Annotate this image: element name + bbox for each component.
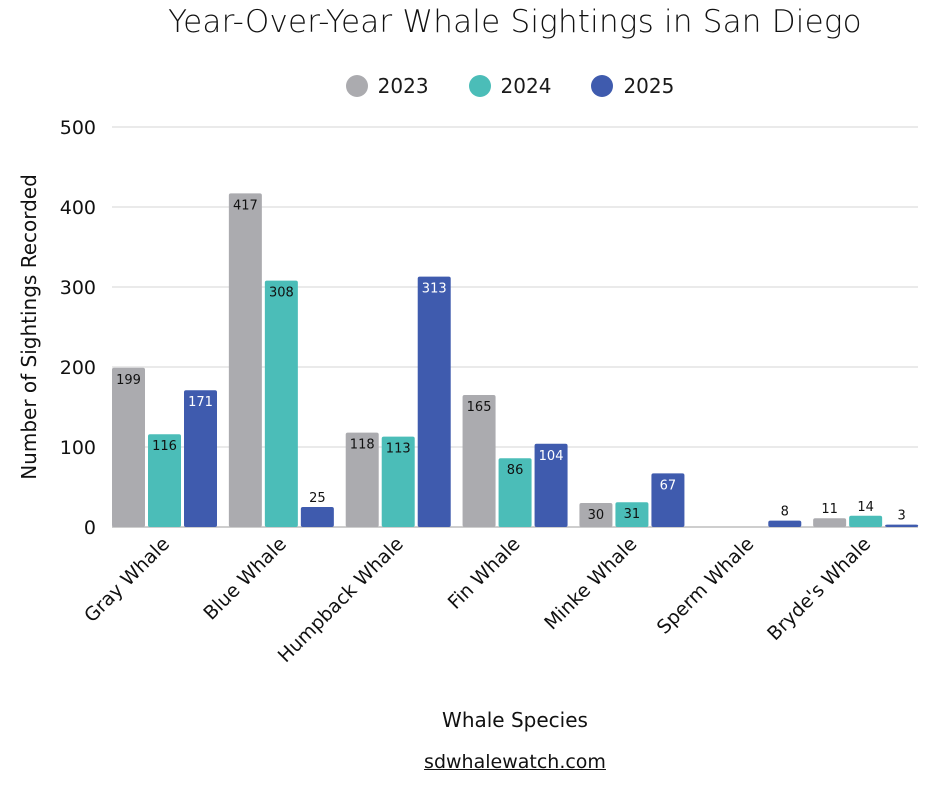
bar-2023[interactable] [462,395,496,527]
x-tick-label: Fin Whale [444,533,525,614]
value-label: 171 [188,395,213,410]
bar-2023[interactable] [345,432,379,527]
value-label: 8 [781,505,789,520]
legend-swatch-2023 [345,75,368,97]
value-label: 165 [467,400,492,415]
legend-swatch-2024 [468,75,491,97]
x-tick-label: Bryde's Whale [763,533,875,645]
legend-item-2024[interactable]: 2024 [468,74,552,98]
value-label: 31 [624,507,641,522]
value-label: 116 [152,439,177,454]
value-label: 14 [857,500,874,515]
x-axis-title: Whale Species [442,708,588,732]
x-tick-label: Sperm Whale [653,533,759,639]
y-axis-title: Number of Sightings Recorded [17,174,41,480]
legend-item-2025[interactable]: 2025 [591,74,674,98]
bar-2024[interactable] [381,436,415,527]
y-tick-label: 400 [60,197,96,219]
value-label: 104 [539,449,564,464]
bar-2025[interactable] [300,507,334,527]
bar-2023[interactable] [228,193,262,527]
y-axis-ticks: 0 100 200 300 400 500 [60,117,96,539]
y-tick-label: 500 [60,117,96,139]
source-link[interactable]: sdwhalewatch.com [424,751,606,773]
bar-2024[interactable] [849,515,883,527]
bar-2025[interactable] [534,443,568,527]
x-tick-label: Gray Whale [80,533,174,627]
y-tick-label: 200 [60,357,96,379]
value-label: 3 [898,509,906,524]
bar-2024[interactable] [148,434,181,527]
bar-2025[interactable] [651,473,685,527]
value-label: 313 [422,282,447,297]
legend: 2023 2024 2025 [0,74,940,98]
y-tick-label: 0 [84,517,96,539]
value-label: 118 [350,438,375,453]
value-label: 67 [660,478,677,493]
bar-2025[interactable] [417,276,451,527]
value-label: 86 [507,463,524,478]
bar-2024[interactable] [498,458,532,527]
legend-swatch-2025 [591,75,614,97]
bar-2023[interactable] [112,367,145,527]
x-tick-label: Humpback Whale [274,533,408,667]
legend-label: 2024 [500,74,552,98]
bar-2023[interactable] [813,518,847,527]
value-label: 30 [588,508,605,523]
x-tick-label: Blue Whale [199,533,291,625]
legend-item-2023[interactable]: 2023 [345,74,429,98]
bars [112,193,919,527]
y-tick-label: 100 [60,437,96,459]
value-label: 417 [233,198,258,213]
bar-2023[interactable] [579,503,613,527]
chart-title: Year-Over-Year Whale Sightings in San Di… [168,4,862,40]
value-label: 308 [269,286,294,301]
value-label: 199 [116,373,141,388]
value-label: 11 [821,502,838,517]
x-tick-label: Minke Whale [540,533,641,634]
value-label: 25 [309,491,326,506]
bar-2024[interactable] [615,502,649,527]
bar-2024[interactable] [264,280,298,527]
legend-label: 2023 [377,74,429,98]
bar-2025[interactable] [885,524,919,527]
bar-2025[interactable] [768,520,802,527]
y-tick-label: 300 [60,277,96,299]
legend-label: 2025 [623,74,675,98]
value-label: 113 [386,442,411,457]
bar-2025[interactable] [184,390,217,527]
